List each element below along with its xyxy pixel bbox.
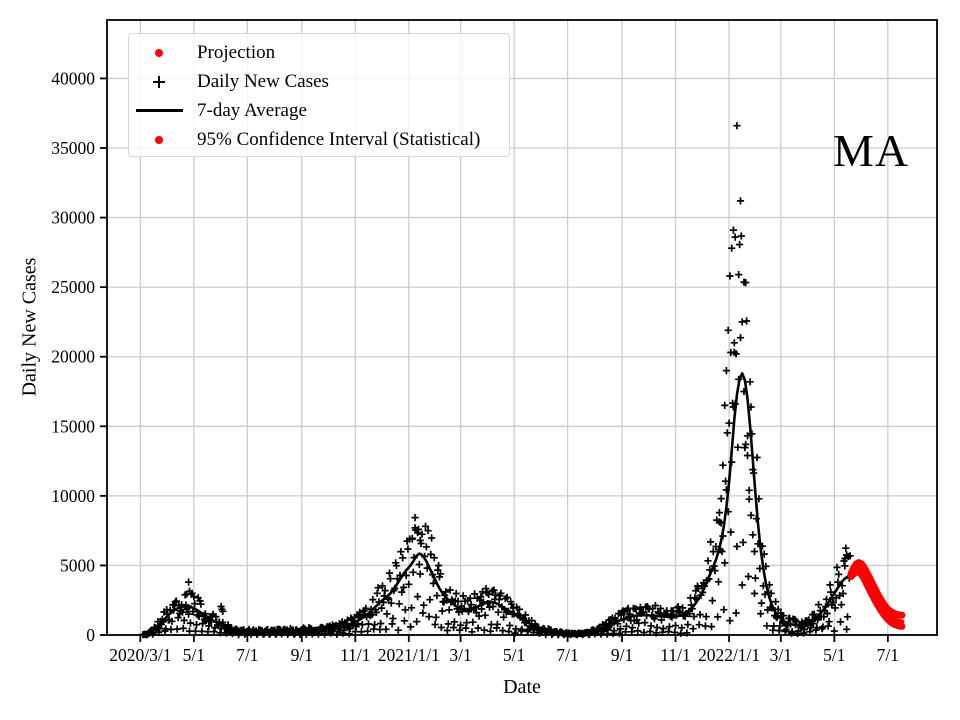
- legend-label: 95% Confidence Interval (Statistical): [197, 128, 481, 150]
- y-axis-title: Daily New Cases: [18, 257, 41, 397]
- legend-item-7day-average: 7-day Average: [129, 96, 509, 125]
- svg-text:3/1: 3/1: [449, 645, 471, 665]
- svg-text:25000: 25000: [51, 277, 95, 297]
- legend-label: Daily New Cases: [197, 70, 329, 92]
- svg-text:5/1: 5/1: [503, 645, 525, 665]
- svg-text:20000: 20000: [51, 347, 95, 367]
- svg-text:9/1: 9/1: [291, 645, 313, 665]
- legend-label: 7-day Average: [197, 99, 307, 121]
- projection-dot-icon: [129, 48, 189, 57]
- svg-text:2021/1/1: 2021/1/1: [378, 645, 440, 665]
- svg-text:5000: 5000: [60, 555, 95, 575]
- legend-item-projection: Projection: [129, 38, 509, 67]
- svg-text:11/1: 11/1: [660, 645, 690, 665]
- svg-text:9/1: 9/1: [611, 645, 633, 665]
- svg-text:0: 0: [86, 625, 95, 645]
- svg-text:15000: 15000: [51, 416, 95, 436]
- line-marker-icon: [129, 109, 189, 112]
- svg-text:7/1: 7/1: [236, 645, 258, 665]
- svg-text:2020/3/1: 2020/3/1: [109, 645, 171, 665]
- svg-text:7/1: 7/1: [877, 645, 899, 665]
- legend-label: Projection: [197, 41, 276, 63]
- svg-text:10000: 10000: [51, 486, 95, 506]
- svg-text:40000: 40000: [51, 68, 95, 88]
- svg-text:7/1: 7/1: [556, 645, 578, 665]
- svg-text:30000: 30000: [51, 208, 95, 228]
- svg-text:3/1: 3/1: [770, 645, 792, 665]
- legend-item-daily-new-cases: Daily New Cases: [129, 67, 509, 96]
- svg-text:11/1: 11/1: [340, 645, 370, 665]
- legend-item-confidence-interval: 95% Confidence Interval (Statistical): [129, 125, 509, 154]
- legend: Projection Daily New Cases 7-day Average…: [128, 33, 510, 157]
- ci-dot-icon: [129, 135, 189, 144]
- svg-text:2022/1/1: 2022/1/1: [698, 645, 760, 665]
- svg-text:5/1: 5/1: [183, 645, 205, 665]
- state-label: MA: [833, 125, 910, 176]
- svg-text:35000: 35000: [51, 138, 95, 158]
- x-axis-title: Date: [503, 676, 541, 698]
- svg-text:5/1: 5/1: [823, 645, 845, 665]
- plus-marker-icon: [129, 75, 189, 88]
